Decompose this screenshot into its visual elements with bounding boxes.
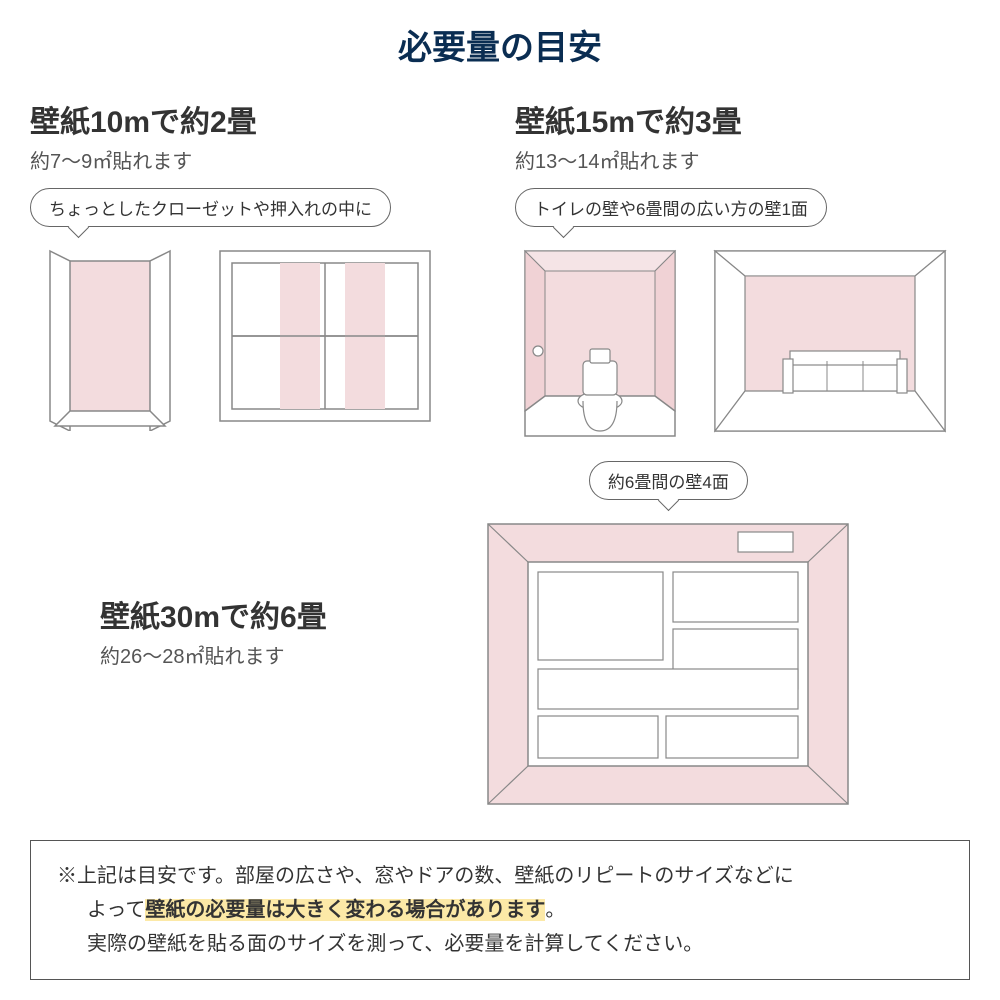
section-10m-sub: 約7〜9㎡貼れます bbox=[30, 145, 485, 174]
section-10m-illustrations bbox=[30, 241, 485, 431]
section-30m-bubble: 約6畳間の壁4面 bbox=[589, 461, 748, 500]
note-line2: よって壁紙の必要量は大きく変わる場合があります。 bbox=[57, 893, 943, 927]
section-30m-sub: 約26〜28㎡貼れます bbox=[100, 640, 327, 669]
oshiire-icon bbox=[210, 241, 440, 431]
section-10m-bubble: ちょっとしたクローゼットや押入れの中に bbox=[30, 188, 391, 227]
section-10m-heading: 壁紙10mで約2畳 bbox=[30, 97, 485, 141]
section-10m: 壁紙10mで約2畳 約7〜9㎡貼れます ちょっとしたクローゼットや押入れの中に bbox=[30, 97, 485, 441]
note-line2-lead: よって bbox=[57, 899, 145, 921]
section-15m-illustrations bbox=[515, 241, 970, 441]
section-30m-heading: 壁紙30mで約6畳 bbox=[100, 592, 327, 636]
section-15m-heading: 壁紙15mで約3畳 bbox=[515, 97, 970, 141]
section-15m-bubble: トイレの壁や6畳間の広い方の壁1面 bbox=[515, 188, 827, 227]
living-wall-icon bbox=[705, 241, 955, 441]
section-30m: 壁紙30mで約6畳 約26〜28㎡貼れます 約6畳間の壁4面 bbox=[30, 461, 970, 814]
room-6jo-icon bbox=[478, 514, 858, 814]
note-line3: 実際の壁紙を貼る面のサイズを測って、必要量を計算してください。 bbox=[57, 927, 943, 961]
note-box: ※上記は目安です。部屋の広さや、窓やドアの数、壁紙のリピートのサイズなどに よっ… bbox=[30, 840, 970, 980]
closet-icon bbox=[30, 241, 190, 431]
toilet-room-icon bbox=[515, 241, 685, 441]
page-title: 必要量の目安 bbox=[30, 20, 970, 69]
note-line2-tail: 。 bbox=[545, 899, 565, 921]
section-15m: 壁紙15mで約3畳 約13〜14㎡貼れます トイレの壁や6畳間の広い方の壁1面 bbox=[515, 97, 970, 441]
top-row: 壁紙10mで約2畳 約7〜9㎡貼れます ちょっとしたクローゼットや押入れの中に bbox=[30, 97, 970, 441]
note-line2-highlight: 壁紙の必要量は大きく変わる場合があります bbox=[145, 899, 545, 921]
note-line1: ※上記は目安です。部屋の広さや、窓やドアの数、壁紙のリピートのサイズなどに bbox=[57, 859, 943, 893]
section-15m-sub: 約13〜14㎡貼れます bbox=[515, 145, 970, 174]
